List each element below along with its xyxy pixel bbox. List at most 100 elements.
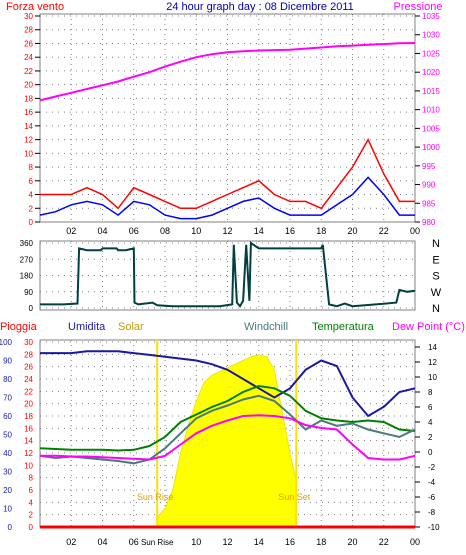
y-right-tick-label: 12 (428, 358, 437, 367)
y-left2-tick-label: 22 (24, 387, 33, 396)
x-tick-label: 22 (379, 226, 389, 236)
x-tick-label: 12 (222, 537, 232, 547)
x-tick-label: 14 (254, 226, 264, 236)
series-solar (156, 354, 297, 528)
y-left-tick-label: 2 (29, 204, 34, 213)
y-left-tick-label: 12 (24, 136, 33, 145)
y-left-tick-label: 0 (8, 523, 13, 532)
y-left-tick-label: 22 (24, 67, 33, 76)
annotation-sunset: Sun Set (278, 492, 311, 502)
compass-label: N (432, 303, 440, 315)
x-tick-label: 04 (97, 226, 107, 236)
x-tick-label: 08 (160, 226, 170, 236)
y-left2-tick-label: 0 (29, 523, 34, 532)
y-left-tick-label: 10 (24, 149, 33, 158)
y-left2-tick-label: 12 (24, 449, 33, 458)
x-tick-label: 02 (66, 537, 76, 547)
y-right-tick-label: 4 (428, 418, 433, 427)
y-right-tick-label: 985 (422, 199, 436, 208)
y-right-tick-label: 980 (422, 218, 436, 227)
x-tick-label: 04 (97, 537, 107, 547)
legend-windchill: Windchill (244, 321, 288, 333)
wind-pressure-panel: 02 04 06 08 10 12 14 16 18 20 22 000246810121416182… (24, 12, 440, 236)
y-right-tick-label: 0 (428, 448, 433, 457)
y-right-tick-label: -8 (428, 508, 436, 517)
y-left-tick-label: 8 (29, 163, 34, 172)
y-left2-tick-label: 16 (24, 424, 33, 433)
x-tick-label: 00 (410, 226, 420, 236)
x-tick-label: 10 (191, 226, 201, 236)
y-left-tick-label: 50 (3, 431, 12, 440)
y-right-tick-label: -4 (428, 478, 436, 487)
series-umidita (40, 350, 416, 418)
y-right-tick-label: 1025 (422, 49, 440, 58)
x-tick-label: 20 (347, 226, 357, 236)
y-left-tick-label: 0 (29, 218, 34, 227)
x-tick-label: 12 (222, 226, 232, 236)
x-tick-label: 18 (316, 226, 326, 236)
y-left2-tick-label: 24 (24, 375, 33, 384)
y-left-tick-label: 90 (24, 288, 33, 297)
x-tick-label-sunrise: Sun Rise (141, 538, 174, 547)
x-tick-label: 10 (191, 537, 201, 547)
y-left2-tick-label: 8 (29, 474, 34, 483)
y-right-tick-label: 1000 (422, 143, 440, 152)
legend-dewpoint: Dew Point (°C) (392, 321, 465, 333)
series-vento-medio (39, 176, 415, 220)
y-right-tick-label: 995 (422, 162, 436, 171)
legend: Pioggia Umidita Solar Windchill Temperat… (0, 321, 465, 333)
legend-pioggia: Pioggia (0, 321, 38, 333)
header-right-label: Pressione (394, 1, 443, 13)
y-left-tick-label: 60 (3, 412, 12, 421)
x-tick-label: 06 (129, 226, 139, 236)
weather-panel: 0102030405060708090100024681012141618202… (0, 338, 440, 547)
legend-umidita: Umidita (68, 321, 106, 333)
x-tick-label: 00 (410, 537, 420, 547)
legend-temperatura: Temperatura (312, 321, 375, 333)
y-left-tick-label: 20 (24, 81, 33, 90)
y-left-tick-label: 4 (29, 191, 34, 200)
y-left-tick-label: 10 (3, 505, 12, 514)
y-left-tick-label: 270 (20, 255, 34, 264)
y-left-tick-label: 18 (24, 94, 33, 103)
y-left-tick-label: 180 (20, 272, 34, 281)
chart-title: 24 hour graph day : 08 Dicembre 2011 (166, 1, 354, 13)
x-tick-label: 06 (129, 537, 139, 547)
y-left-tick-label: 70 (3, 394, 12, 403)
header-left-label: Forza vento (6, 1, 64, 13)
y-left2-tick-label: 10 (24, 461, 33, 470)
y-right-tick-label: 2 (428, 433, 433, 442)
y-left-tick-label: 28 (24, 26, 33, 35)
y-left-tick-label: 16 (24, 108, 33, 117)
y-right-tick-label: -2 (428, 463, 436, 472)
y-right-tick-label: -10 (428, 523, 440, 532)
y-left2-tick-label: 28 (24, 350, 33, 359)
y-left-tick-label: 24 (24, 53, 33, 62)
y-left-tick-label: 0 (29, 304, 34, 313)
series-pressione (39, 42, 416, 102)
y-right-tick-label: 1030 (422, 31, 440, 40)
y-right-tick-label: 1015 (422, 87, 440, 96)
y-left-tick-label: 6 (29, 177, 34, 186)
y-left-tick-label: 30 (24, 12, 33, 21)
y-left-tick-label: 80 (3, 375, 12, 384)
y-left-tick-label: 40 (3, 449, 12, 458)
y-right-tick-label: -6 (428, 493, 436, 502)
y-right-tick-label: 8 (428, 388, 433, 397)
y-left-tick-label: 360 (20, 239, 34, 248)
series-direction (40, 241, 416, 308)
series-forza-vento (40, 137, 415, 210)
y-right-tick-label: 1005 (422, 124, 440, 133)
legend-solar: Solar (118, 321, 144, 333)
y-right-tick-label: 1035 (422, 12, 440, 21)
y-right-tick-label: 1010 (422, 106, 440, 115)
y-left2-tick-label: 26 (24, 363, 33, 372)
y-left2-tick-label: 30 (24, 338, 33, 347)
x-tick-label: 16 (285, 226, 295, 236)
compass-label: E (432, 254, 439, 266)
y-left-tick-label: 26 (24, 39, 33, 48)
x-tick-label: 20 (347, 537, 357, 547)
x-tick-label: 18 (316, 537, 326, 547)
